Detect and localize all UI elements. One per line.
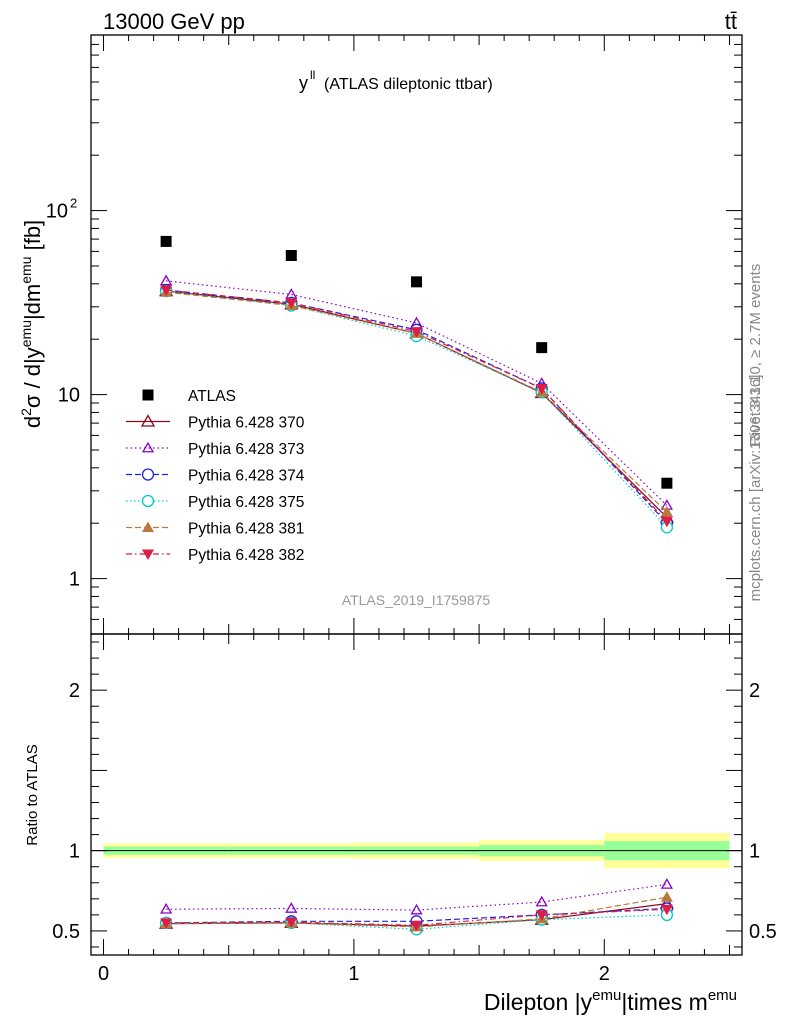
data-point — [140, 414, 156, 427]
data-point — [535, 383, 548, 395]
x-axis-label-text: Dilepton |yemu|times memu — [484, 987, 737, 1015]
data-point — [535, 910, 548, 921]
ratio-frame — [90, 633, 743, 956]
data-point — [159, 902, 173, 914]
data-point — [660, 506, 673, 517]
energy-label: 13000 GeV pp — [103, 9, 245, 34]
legend-label: Pythia 6.428 382 — [188, 547, 304, 564]
ratio-series-layer — [158, 878, 675, 936]
series-data — [160, 235, 673, 489]
x-tick-label: 2 — [599, 963, 610, 985]
rivet-version-label: Rivet 3.1.10, ≥ 2.7M events — [747, 264, 764, 447]
data-point — [160, 285, 173, 297]
y-tick-label: 1 — [69, 569, 80, 591]
legend-entry-s374: Pythia 6.428 374 — [126, 468, 305, 485]
data-point — [142, 389, 154, 401]
legend-label: Pythia 6.428 375 — [188, 494, 304, 511]
title-suffix: (ATLAS dileptonic ttbar) — [324, 76, 493, 93]
y-tick-label-exponent: 2 — [70, 196, 77, 211]
y-axis-label-text: d2σ / d|yemu|dmemu [fb] — [18, 220, 45, 428]
legend-entry-s370: Pythia 6.428 370 — [126, 414, 305, 432]
legend-entry-data: ATLAS — [142, 388, 236, 405]
data-point — [159, 274, 173, 286]
data-point — [410, 903, 423, 915]
ratio-y-axis-label-text: Ratio to ATLAS — [24, 744, 41, 845]
ratio-y-tick-label-right: 1 — [749, 841, 760, 863]
title-superscript: ll — [310, 68, 315, 82]
x-tick-label: 0 — [98, 963, 109, 985]
legend-label: Pythia 6.428 381 — [188, 521, 304, 538]
legend: ATLAS Pythia 6.428 370 Pythia 6.428 373 Pyt… — [126, 388, 305, 564]
x-axis-label: Dilepton |yemu|times memu — [484, 987, 737, 1015]
y-tick-label: 10 — [58, 385, 80, 407]
data-point — [141, 468, 155, 481]
main-plot-title: y ll (ATLAS dileptonic ttbar) — [299, 68, 493, 93]
main-series-layer — [158, 235, 675, 534]
data-point — [660, 904, 673, 916]
data-point — [285, 902, 298, 913]
ratio-y-tick-label-right: 0.5 — [749, 921, 777, 943]
y-tick-label: 10 — [46, 201, 68, 223]
ratio-y-axis-label: Ratio to ATLAS — [24, 744, 41, 845]
source-label: mcplots.cern.ch [arXiv:1306.3436] — [747, 375, 764, 602]
ratio-plot-area — [91, 833, 742, 869]
title-text: y — [299, 73, 308, 93]
x-tick-label: 1 — [348, 963, 359, 985]
series-s370 — [158, 283, 675, 523]
series-s382 — [160, 285, 673, 528]
legend-label: ATLAS — [188, 388, 236, 405]
data-point — [142, 521, 154, 532]
data-point — [660, 891, 673, 902]
legend-label: Pythia 6.428 370 — [188, 415, 305, 432]
legend-entry-s381: Pythia 6.428 381 — [126, 521, 304, 538]
legend-label: Pythia 6.428 373 — [188, 441, 304, 458]
series-s373 — [159, 878, 674, 915]
process-label: tt̄ — [725, 9, 737, 34]
analysis-watermark: ATLAS_2019_I1759875 — [342, 592, 491, 608]
series-line — [166, 908, 667, 926]
data-point — [535, 895, 548, 907]
data-point — [142, 549, 154, 560]
data-point — [285, 298, 298, 309]
legend-entry-s382: Pythia 6.428 382 — [126, 547, 304, 564]
data-point — [285, 250, 297, 262]
ratio-y-tick-label: 1 — [69, 841, 80, 863]
data-point — [660, 878, 674, 889]
data-point — [410, 327, 423, 338]
data-point — [141, 441, 155, 453]
legend-entry-s375: Pythia 6.428 375 — [126, 494, 304, 511]
series-line — [166, 289, 668, 522]
data-point — [411, 276, 422, 288]
data-point — [410, 920, 423, 932]
data-point — [160, 235, 172, 247]
ratio-y-tick-label: 2 — [69, 680, 80, 702]
data-point — [660, 516, 673, 528]
ratio-y-tick-label-right: 2 — [749, 680, 760, 702]
data-point — [285, 917, 298, 929]
main-y-axis-label: d2σ / d|yemu|dmemu [fb] — [18, 220, 45, 428]
data-point — [141, 494, 155, 508]
legend-entry-s373: Pythia 6.428 373 — [126, 441, 304, 458]
series-s382 — [160, 904, 673, 932]
ratio-y-tick-label: 0.5 — [52, 921, 80, 943]
data-point — [661, 477, 673, 489]
series-line — [166, 896, 667, 928]
data-point — [536, 342, 548, 354]
legend-label: Pythia 6.428 374 — [188, 468, 305, 485]
data-point — [160, 918, 173, 929]
series-s374 — [159, 283, 674, 530]
